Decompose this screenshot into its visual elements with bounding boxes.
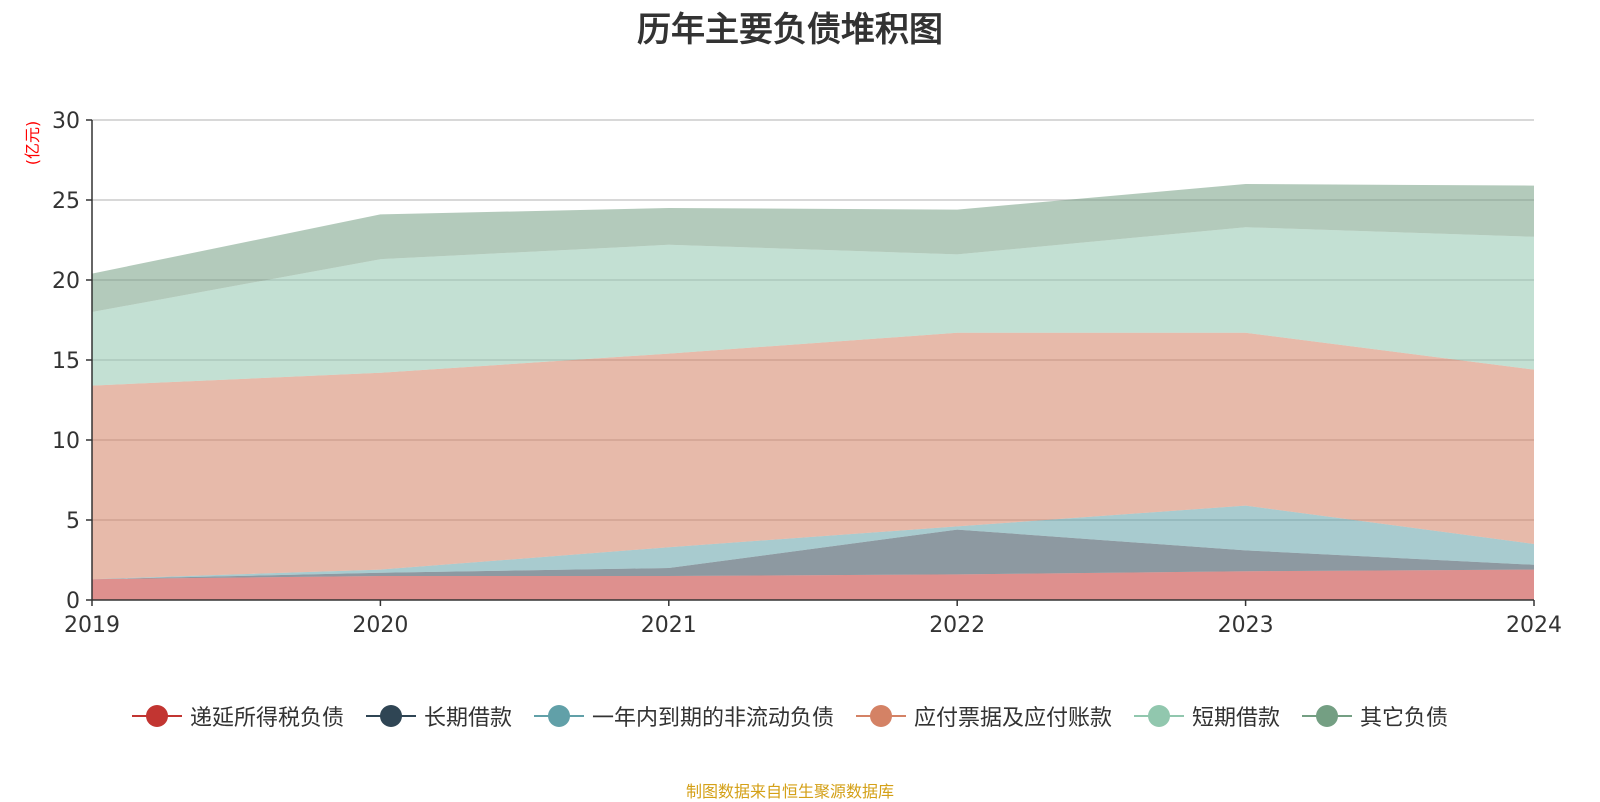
area-series-0 (92, 569, 1534, 600)
legend: 递延所得税负债 长期借款 一年内到期的非流动负债 应付票据及应付账款 短期借款 其它负债 (0, 700, 1580, 732)
stacked-area-chart: 0 5 10 15 20 25 30 2019 2020 2021 2022 2023 2024 (亿元… (23, 109, 1562, 638)
legend-label: 其它负债 (1360, 706, 1449, 731)
legend-marker-icon (365, 704, 416, 728)
legend-item[interactable]: 短期借款 (1134, 700, 1280, 732)
y-axis-unit-label: (亿元) (23, 121, 42, 166)
legend-marker-icon (131, 704, 182, 728)
y-tick-label: 25 (52, 189, 80, 214)
source-note: 制图数据来自恒生聚源数据库 (685, 782, 894, 801)
area-series-5 (92, 184, 1534, 312)
legend-label: 短期借款 (1192, 706, 1281, 731)
y-tick-label: 10 (52, 429, 80, 454)
legend-item[interactable]: 递延所得税负债 (131, 700, 344, 732)
area-series-3 (92, 332, 1534, 580)
legend-item[interactable]: 长期借款 (365, 700, 512, 732)
legend-item[interactable]: 一年内到期的非流动负债 (533, 700, 834, 732)
legend-label: 应付票据及应付账款 (914, 706, 1113, 731)
chart-title: 历年主要负债堆积图 (637, 10, 943, 50)
x-tick-label: 2023 (1218, 613, 1274, 638)
legend-label: 长期借款 (423, 706, 512, 731)
legend-marker-icon (1302, 704, 1353, 728)
axes: 0 5 10 15 20 25 30 2019 2020 2021 2022 2023 2024 (52, 109, 1562, 638)
legend-label: 一年内到期的非流动负债 (591, 706, 834, 731)
legend-item[interactable]: 应付票据及应付账款 (856, 700, 1112, 732)
area-series-1 (92, 529, 1534, 580)
y-tick-label: 0 (66, 589, 80, 614)
y-tick-label: 30 (52, 109, 80, 134)
legend-marker-icon (856, 704, 906, 728)
x-tick-label: 2024 (1506, 613, 1562, 638)
y-tick-label: 15 (52, 349, 80, 374)
x-tick-label: 2020 (352, 613, 408, 638)
x-tick-label: 2022 (929, 613, 985, 638)
area-series-2 (92, 505, 1534, 580)
x-tick-label: 2019 (64, 613, 120, 638)
legend-label: 递延所得税负债 (189, 706, 344, 731)
legend-marker-icon (533, 704, 584, 728)
area-series-layer (92, 184, 1534, 600)
x-tick-label: 2021 (641, 613, 697, 638)
y-tick-label: 20 (52, 269, 80, 294)
area-series-4 (92, 227, 1534, 386)
y-tick-label: 5 (66, 509, 80, 534)
legend-marker-icon (1134, 704, 1185, 728)
legend-item[interactable]: 其它负债 (1302, 700, 1448, 732)
